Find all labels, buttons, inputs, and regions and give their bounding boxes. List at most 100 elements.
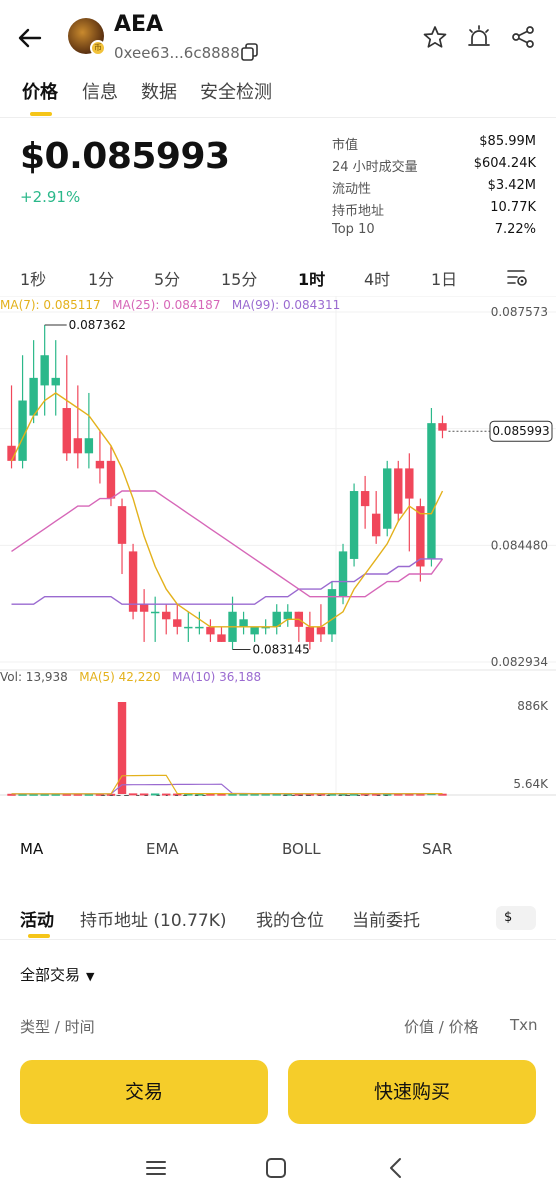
recent-apps-icon[interactable] bbox=[142, 1154, 170, 1182]
interval-5m[interactable]: 5分 bbox=[154, 270, 181, 289]
price-chart[interactable]: 0.0875730.0860270.0844800.0829340.087362… bbox=[0, 296, 556, 796]
main-tabs: 价格 信息 数据 安全检测 bbox=[0, 74, 556, 118]
back-arrow-icon[interactable] bbox=[14, 22, 46, 54]
token-symbol: AEA bbox=[114, 12, 164, 37]
ma7-legend: MA(7): 0.085117 bbox=[0, 298, 101, 312]
tab-activity[interactable]: 活动 bbox=[20, 911, 54, 931]
volume-bar bbox=[283, 793, 292, 796]
home-icon[interactable] bbox=[262, 1154, 290, 1182]
candle-body bbox=[106, 460, 116, 499]
price-alert-icon[interactable] bbox=[466, 24, 492, 50]
candle-body bbox=[139, 604, 149, 612]
indicator-tabs: MA EMA BOLL SAR bbox=[0, 836, 556, 866]
tab-open-orders[interactable]: 当前委托 bbox=[352, 911, 420, 931]
volume-bar bbox=[18, 793, 27, 796]
candle-body bbox=[29, 377, 38, 416]
share-icon[interactable] bbox=[510, 24, 536, 50]
volume-bar bbox=[383, 793, 392, 796]
trade-filter-label: 全部交易 bbox=[20, 966, 81, 984]
high-price-marker: 0.087362 bbox=[69, 318, 126, 332]
indicator-ema[interactable]: EMA bbox=[146, 840, 179, 858]
favorite-star-icon[interactable] bbox=[422, 24, 448, 50]
stat-value: $604.24K bbox=[473, 156, 536, 171]
stat-value: $85.99M bbox=[479, 134, 536, 149]
volume-bar bbox=[371, 793, 381, 796]
ma99-legend: MA(99): 0.084311 bbox=[231, 298, 341, 312]
volume-bar bbox=[84, 793, 94, 796]
candle-body bbox=[162, 611, 171, 620]
candle-body bbox=[371, 513, 381, 537]
volume-bar bbox=[162, 793, 171, 796]
volume-ma5-line bbox=[11, 774, 443, 795]
volume-bar bbox=[150, 793, 160, 796]
candle-body bbox=[150, 611, 160, 614]
stat-label: 持币地址 bbox=[332, 204, 385, 219]
tab-price[interactable]: 价格 bbox=[22, 82, 58, 103]
volume-bar bbox=[272, 793, 281, 796]
tab-holders[interactable]: 持币地址 (10.77K) bbox=[80, 911, 227, 931]
candle-body bbox=[206, 626, 215, 635]
interval-1d[interactable]: 1日 bbox=[431, 270, 458, 289]
candle-body bbox=[7, 445, 16, 461]
volume-bar bbox=[316, 793, 326, 796]
token-stats: 市值 $85.99M 24 小时成交量 $604.24K 流动性 $3.42M … bbox=[332, 134, 536, 244]
volume-bar bbox=[139, 793, 149, 796]
chart-settings-icon[interactable] bbox=[506, 266, 528, 288]
candle-body bbox=[272, 611, 281, 627]
volume-bar bbox=[416, 793, 425, 796]
tab-info[interactable]: 信息 bbox=[82, 82, 118, 103]
volume-bar bbox=[40, 793, 49, 796]
candle-body bbox=[360, 491, 370, 507]
candle-body bbox=[40, 355, 49, 386]
volume-bar bbox=[394, 793, 403, 796]
candle-body bbox=[250, 626, 259, 635]
tab-security[interactable]: 安全检测 bbox=[200, 82, 272, 103]
volume-bar bbox=[305, 793, 315, 796]
indicator-ma[interactable]: MA bbox=[20, 840, 44, 858]
interval-4h[interactable]: 4时 bbox=[364, 270, 391, 289]
candle-body bbox=[173, 619, 182, 627]
x-axis-label: 2025-10-04 18:00 bbox=[100, 793, 208, 796]
trade-filter-dropdown[interactable]: 全部交易 ▼ bbox=[20, 964, 94, 985]
candle-body bbox=[438, 423, 447, 431]
tab-my-positions[interactable]: 我的仓位 bbox=[256, 911, 324, 931]
candle-body bbox=[239, 619, 248, 627]
candle-body bbox=[349, 491, 359, 559]
volume-bar bbox=[73, 793, 83, 796]
column-txn: Txn bbox=[510, 1016, 538, 1034]
stat-liquidity: 流动性 $3.42M bbox=[332, 178, 536, 200]
stat-volume-24h: 24 小时成交量 $604.24K bbox=[332, 156, 536, 178]
candle-body bbox=[405, 468, 414, 499]
interval-15m[interactable]: 15分 bbox=[221, 270, 258, 289]
tab-data[interactable]: 数据 bbox=[141, 82, 177, 103]
currency-toggle[interactable]: $ bbox=[496, 906, 536, 930]
y-axis-label: 0.087573 bbox=[491, 305, 548, 319]
interval-1s[interactable]: 1秒 bbox=[20, 270, 47, 289]
stat-value: 10.77K bbox=[490, 200, 536, 215]
interval-1m[interactable]: 1分 bbox=[88, 270, 115, 289]
volume-axis-label: 886K bbox=[517, 699, 549, 713]
volume-bar bbox=[128, 793, 138, 796]
interval-selector: 1秒 1分 5分 15分 1时 4时 1日 bbox=[0, 262, 556, 292]
candle-body bbox=[338, 551, 348, 597]
stat-top10: Top 10 7.22% bbox=[332, 222, 536, 244]
back-nav-icon[interactable] bbox=[382, 1154, 410, 1182]
volume-bar bbox=[184, 793, 193, 796]
quick-buy-button[interactable]: 快速购买 bbox=[288, 1060, 536, 1124]
volume-axis-label: 5.64K bbox=[513, 777, 549, 791]
interval-1h[interactable]: 1时 bbox=[298, 270, 326, 289]
volume-bar bbox=[327, 793, 337, 796]
chain-badge-icon: 币 bbox=[90, 40, 106, 56]
indicator-boll[interactable]: BOLL bbox=[282, 840, 321, 858]
indicator-sar[interactable]: SAR bbox=[422, 840, 453, 858]
candle-body bbox=[316, 626, 326, 635]
copy-icon[interactable] bbox=[240, 42, 260, 62]
current-price-tag: 0.085993 bbox=[492, 424, 549, 438]
volume-bar bbox=[261, 793, 270, 796]
header: 币 AEA 0xee63...6c8888 bbox=[0, 0, 556, 72]
candle-body bbox=[84, 438, 94, 454]
ma25-legend: MA(25): 0.084187 bbox=[112, 298, 221, 312]
volume-bar bbox=[250, 793, 259, 796]
low-price-marker: 0.083145 bbox=[253, 642, 310, 656]
trade-button[interactable]: 交易 bbox=[20, 1060, 268, 1124]
